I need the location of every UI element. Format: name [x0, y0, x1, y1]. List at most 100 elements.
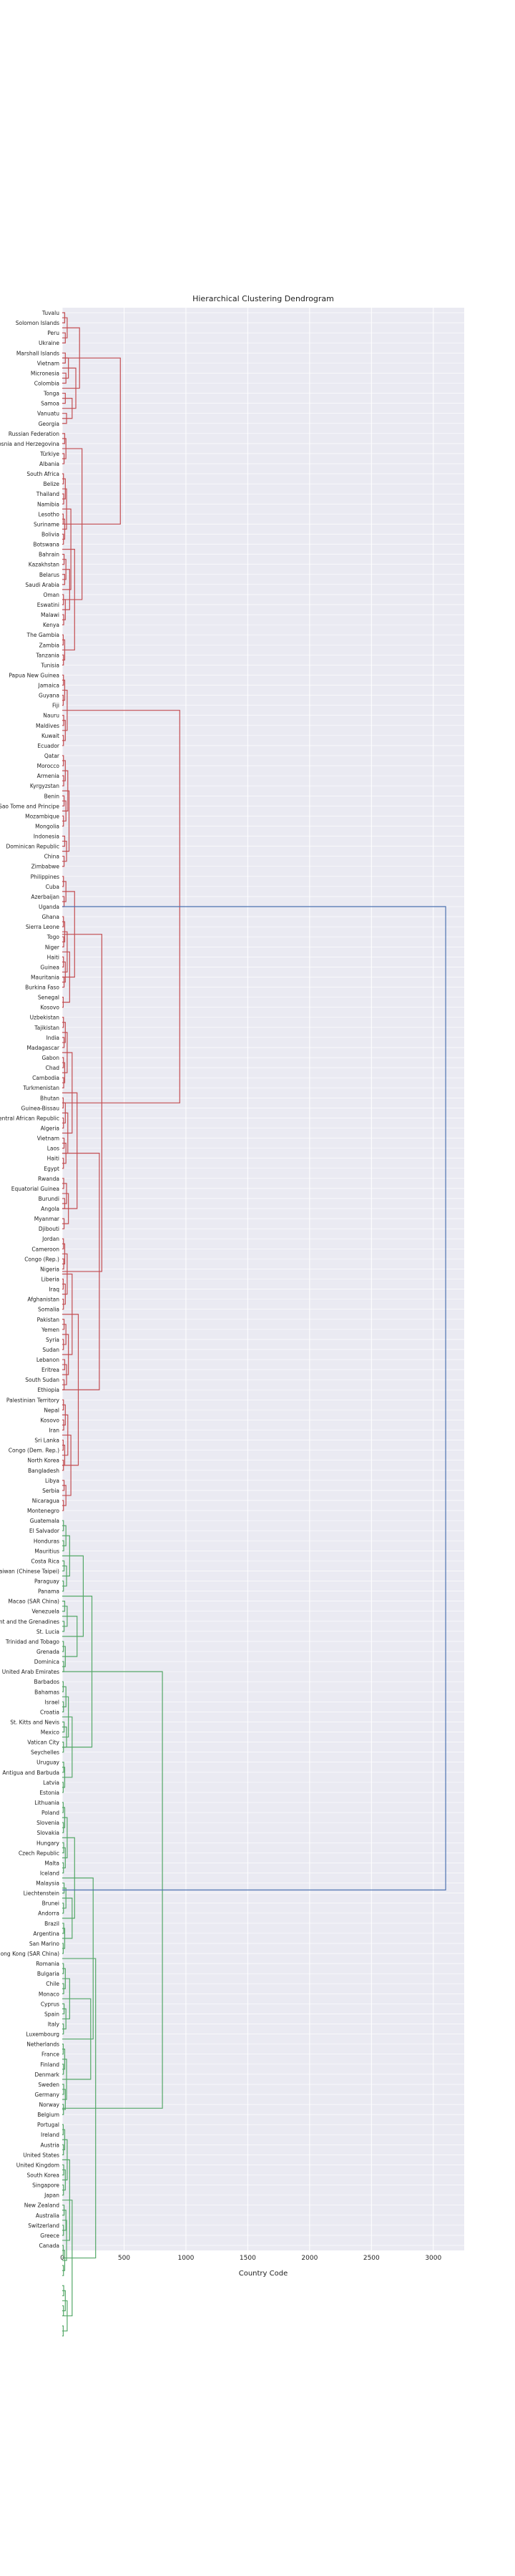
- leaf-label: Solomon Islands: [16, 320, 59, 326]
- leaf-label: Bangladesh: [28, 1468, 59, 1474]
- leaf-label: Libya: [45, 1478, 59, 1484]
- x-tick-label: 3000: [425, 2255, 441, 2262]
- leaf-label: Guatemala: [30, 1518, 59, 1524]
- leaf-label: Lebanon: [36, 1357, 59, 1363]
- leaf-label: Madagascar: [27, 1045, 60, 1051]
- leaf-label: Portugal: [37, 2122, 59, 2128]
- leaf-label: Panama: [38, 1589, 59, 1595]
- leaf-label: Paraguay: [34, 1579, 60, 1585]
- leaf-label: Bhutan: [40, 1095, 59, 1101]
- dendrogram-link: [62, 790, 70, 852]
- leaf-label: Hong Kong (SAR China): [0, 1951, 59, 1957]
- leaf-label: Japan: [44, 2192, 59, 2199]
- leaf-label: United Kingdom: [16, 2162, 59, 2168]
- leaf-label: Greece: [40, 2233, 59, 2239]
- leaf-label: Gabon: [41, 1055, 59, 1061]
- leaf-label: Cuba: [46, 884, 59, 890]
- leaf-label: Canada: [39, 2243, 59, 2249]
- leaf-label: Pakistan: [37, 1317, 60, 1323]
- leaf-label: Namibia: [37, 501, 59, 507]
- leaf-label: Philippines: [31, 874, 60, 880]
- leaf-label: Finland: [40, 2062, 59, 2068]
- leaf-label: Macao (SAR China): [8, 1599, 59, 1605]
- leaf-label: Sierra Leone: [26, 924, 59, 930]
- leaf-label: Iraq: [49, 1287, 59, 1293]
- leaf-label: El Salvador: [29, 1528, 60, 1534]
- leaf-label: Belgium: [37, 2112, 59, 2118]
- leaf-label: Liechtenstein: [24, 1890, 60, 1897]
- leaf-label: Luxembourg: [26, 2031, 59, 2038]
- leaf-label: Austria: [41, 2142, 60, 2148]
- x-tick-label: 2000: [301, 2255, 318, 2262]
- leaf-label: Georgia: [39, 421, 59, 427]
- leaf-label: Botswana: [33, 542, 59, 548]
- leaf-label: Bahamas: [34, 1689, 59, 1695]
- leaf-label: Vietnam: [37, 1136, 59, 1142]
- leaf-label: Czech Republic: [19, 1850, 59, 1856]
- x-tick-label: 500: [118, 2255, 130, 2262]
- leaf-label: Liberia: [41, 1277, 59, 1283]
- leaf-label: Uzbekistan: [30, 1015, 60, 1021]
- leaf-label: Ghana: [41, 914, 59, 920]
- leaf-label: Latvia: [43, 1780, 59, 1786]
- leaf-label: Bahrain: [39, 552, 59, 558]
- leaf-label: North Korea: [27, 1458, 59, 1464]
- leaf-label: Armenia: [37, 773, 59, 779]
- leaf-label: Congo (Rep.): [24, 1256, 59, 1262]
- leaf-label: Spain: [44, 2011, 59, 2017]
- leaf-label: Uganda: [39, 904, 59, 910]
- leaf-label: Marshall Islands: [16, 350, 59, 356]
- leaf-label: Antigua and Barbuda: [2, 1770, 59, 1776]
- leaf-label: Singapore: [32, 2182, 59, 2189]
- leaf-label: Germany: [35, 2092, 60, 2098]
- leaf-label: Grenada: [36, 1649, 59, 1655]
- leaf-label: Jordan: [41, 1236, 59, 1242]
- leaf-label: Ukraine: [39, 340, 59, 346]
- leaf-label: United States: [23, 2152, 59, 2158]
- leaf-label: Belarus: [39, 572, 59, 578]
- leaf-label: Zimbabwe: [31, 864, 60, 870]
- x-tick-label: 1000: [177, 2255, 194, 2262]
- leaf-label: Nigeria: [40, 1266, 59, 1272]
- leaf-label: Nepal: [44, 1407, 59, 1413]
- leaf-label: Bulgaria: [37, 1971, 59, 1977]
- leaf-label: Bolivia: [41, 532, 59, 538]
- leaf-label: Syria: [46, 1337, 59, 1343]
- x-axis-label: Country Code: [239, 2270, 288, 2278]
- leaf-label: Argentina: [33, 1931, 59, 1937]
- leaf-label: Montenegro: [27, 1508, 59, 1514]
- leaf-label: Dominican Republic: [6, 844, 59, 850]
- leaf-label: Nauru: [43, 713, 59, 719]
- leaf-label: Burundi: [39, 1196, 59, 1202]
- leaf-label: Oman: [43, 592, 59, 598]
- x-tick-label: 2500: [363, 2255, 380, 2262]
- leaf-label: Equatorial Guinea: [11, 1186, 59, 1192]
- leaf-label: Egypt: [44, 1166, 59, 1172]
- leaf-label: Vatican City: [27, 1740, 59, 1746]
- leaf-label: Qatar: [44, 753, 60, 759]
- leaf-label: Papua New Guinea: [9, 672, 59, 678]
- leaf-label: Suriname: [34, 521, 59, 527]
- leaf-label: Israel: [45, 1699, 60, 1705]
- leaf-label: Iceland: [40, 1870, 59, 1876]
- leaf-label: Norway: [39, 2102, 60, 2108]
- leaf-label: Slovakia: [37, 1830, 60, 1836]
- leaf-label: Eswatini: [37, 602, 59, 608]
- leaf-label: Trinidad and Tobago: [5, 1639, 59, 1645]
- leaf-label: Venezuela: [31, 1609, 59, 1615]
- leaf-label: Kosovo: [40, 1417, 59, 1423]
- leaf-label: Thailand: [36, 491, 59, 497]
- leaf-label: Lesotho: [39, 511, 60, 517]
- leaf-label: Hungary: [36, 1840, 60, 1846]
- leaf-label: Monaco: [39, 1991, 60, 1997]
- leaf-label: Estonia: [39, 1790, 59, 1796]
- leaf-label: Bosnia and Herzegovina: [0, 441, 59, 447]
- x-tick-label: 1500: [240, 2255, 256, 2262]
- leaf-label: Haiti: [47, 954, 59, 960]
- dendrogram-links: [62, 312, 446, 2337]
- leaf-label: Angola: [41, 1206, 59, 1212]
- leaf-label: South Africa: [26, 471, 59, 477]
- leaf-label: Uruguay: [36, 1760, 59, 1766]
- leaf-label: Brunei: [42, 1901, 59, 1907]
